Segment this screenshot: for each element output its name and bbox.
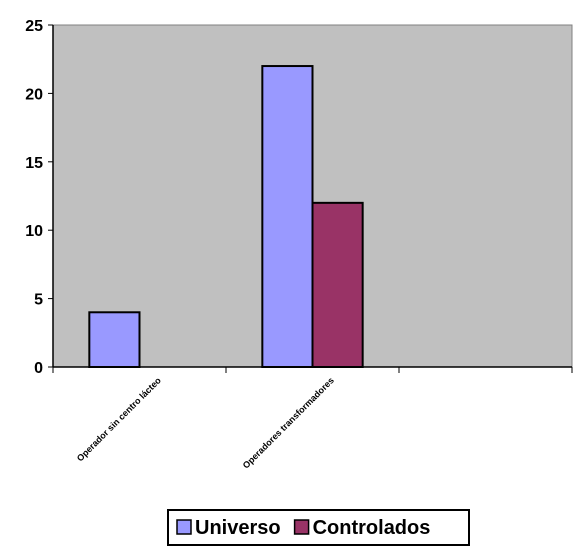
bar (311, 201, 364, 368)
bars-layer (88, 65, 364, 368)
y-tick-label: 0 (34, 360, 43, 377)
y-tick-label: 15 (25, 155, 43, 172)
y-tick-label: 10 (25, 223, 43, 240)
y-tick-label: 25 (25, 18, 43, 35)
legend: Universo Controlados (167, 509, 470, 546)
legend-swatch (176, 519, 192, 535)
legend-label: Universo (195, 517, 281, 539)
legend-swatch (293, 519, 310, 535)
legend-box (167, 509, 470, 546)
legend-label: Controlados (313, 517, 431, 539)
y-tick-label: 5 (34, 292, 43, 309)
bar (261, 65, 314, 368)
x-category-label: Operadores transformadores (241, 375, 336, 470)
y-tick-label: 20 (25, 86, 43, 103)
bar (88, 311, 141, 368)
x-category-label: Operador sin centro lácteo (75, 375, 163, 463)
